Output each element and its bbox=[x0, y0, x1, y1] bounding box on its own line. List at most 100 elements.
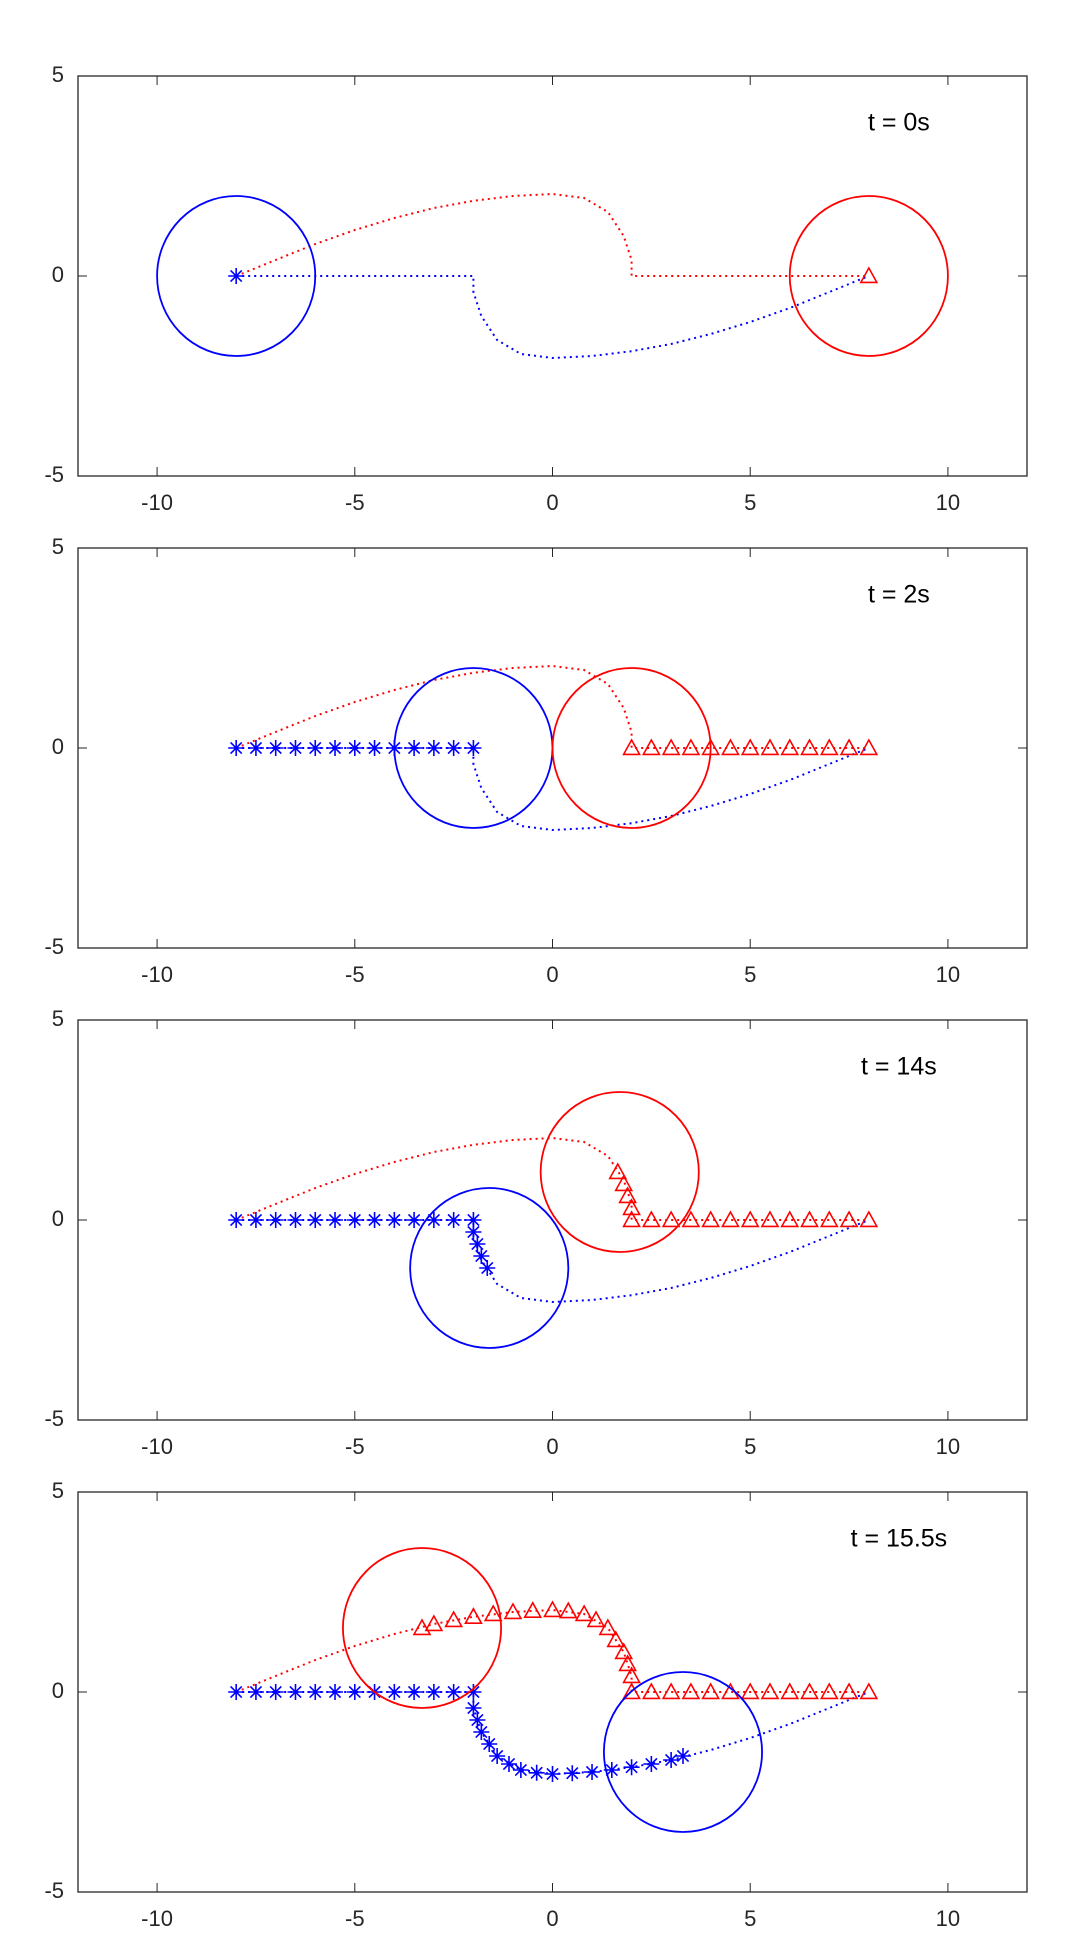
planned-path bbox=[235, 1136, 869, 1221]
triangle-marker bbox=[740, 1210, 760, 1228]
star-marker bbox=[307, 740, 324, 756]
subplot: -10 -5 0 5 10 -5 0 5 t = 14s bbox=[44, 1006, 1028, 1459]
y-tick-label: -5 bbox=[44, 1406, 64, 1431]
x-tick-label: -5 bbox=[345, 490, 365, 515]
safety-circle bbox=[156, 195, 317, 357]
star-marker bbox=[481, 1736, 498, 1752]
triangle-marker bbox=[618, 1186, 637, 1204]
time-annotation: t = 2s bbox=[868, 581, 930, 609]
star-marker bbox=[406, 740, 423, 756]
triangle-marker bbox=[859, 266, 879, 284]
x-tick-label: 10 bbox=[936, 490, 960, 515]
safety-circle bbox=[342, 1547, 502, 1709]
triangle-marker bbox=[681, 1682, 701, 1700]
star-marker bbox=[445, 740, 462, 756]
x-tick-label: 0 bbox=[546, 1434, 558, 1459]
star-marker bbox=[479, 1260, 496, 1276]
star-marker bbox=[228, 268, 245, 284]
star-marker bbox=[386, 1684, 403, 1700]
triangle-marker bbox=[661, 738, 681, 756]
time-annotation: t = 14s bbox=[861, 1053, 937, 1081]
triangle-marker bbox=[503, 1602, 523, 1620]
triangle-marker bbox=[574, 1604, 594, 1622]
triangle-marker bbox=[622, 738, 641, 756]
triangle-marker bbox=[444, 1610, 464, 1628]
triangle-marker bbox=[614, 1174, 634, 1192]
triangle-marker bbox=[839, 738, 859, 756]
triangle-marker bbox=[614, 1642, 634, 1660]
planned-path bbox=[235, 664, 869, 749]
star-marker bbox=[425, 1684, 442, 1700]
star-marker bbox=[247, 1684, 264, 1700]
star-marker bbox=[465, 1224, 482, 1240]
triangle-marker bbox=[701, 1682, 721, 1700]
triangle-marker bbox=[760, 1682, 780, 1700]
triangle-marker bbox=[721, 738, 740, 756]
star-marker bbox=[465, 740, 482, 756]
triangle-marker bbox=[800, 738, 819, 756]
safety-circle bbox=[539, 1091, 700, 1253]
star-marker bbox=[386, 1212, 403, 1228]
star-marker bbox=[473, 1248, 490, 1264]
star-marker bbox=[465, 1700, 482, 1716]
star-marker bbox=[544, 1766, 561, 1782]
star-marker bbox=[267, 740, 284, 756]
planned-path bbox=[235, 192, 869, 277]
star-marker bbox=[445, 1684, 462, 1700]
triangle-marker bbox=[800, 1682, 819, 1700]
triangle-marker bbox=[780, 1682, 800, 1700]
triangle-marker bbox=[523, 1601, 543, 1618]
y-tick-label: -5 bbox=[44, 462, 64, 487]
star-marker bbox=[327, 740, 344, 756]
triangle-marker bbox=[819, 738, 839, 756]
x-tick-label: -5 bbox=[345, 1906, 365, 1931]
triangle-marker bbox=[641, 1682, 661, 1700]
star-marker bbox=[327, 1684, 344, 1700]
triangle-marker bbox=[819, 1210, 839, 1228]
star-marker bbox=[406, 1684, 423, 1700]
star-marker bbox=[228, 1212, 245, 1228]
triangle-marker bbox=[819, 1682, 839, 1700]
y-tick-label: 5 bbox=[52, 1006, 64, 1031]
x-tick-label: 0 bbox=[546, 962, 558, 987]
x-tick-label: 10 bbox=[936, 1906, 960, 1931]
triangle-marker bbox=[622, 1666, 641, 1684]
triangle-marker bbox=[780, 738, 800, 756]
time-annotation: t = 0s bbox=[868, 109, 930, 137]
star-marker bbox=[425, 1212, 442, 1228]
subplot: -10 -5 0 5 10 -5 0 5 t = 0s bbox=[44, 62, 1028, 515]
triangle-marker bbox=[622, 1210, 641, 1228]
triangle-marker bbox=[800, 1210, 819, 1228]
triangle-marker bbox=[701, 1210, 721, 1228]
triangle-marker bbox=[740, 1682, 760, 1700]
x-tick-label: 5 bbox=[744, 1434, 756, 1459]
x-tick-label: -10 bbox=[141, 962, 173, 987]
star-marker bbox=[366, 740, 383, 756]
star-marker bbox=[623, 1759, 640, 1776]
safety-circle bbox=[603, 1671, 763, 1833]
star-marker bbox=[346, 1212, 363, 1228]
x-tick-label: 5 bbox=[744, 1906, 756, 1931]
star-marker bbox=[528, 1764, 545, 1781]
star-marker bbox=[512, 1762, 529, 1778]
star-marker bbox=[425, 740, 442, 756]
y-tick-label: 0 bbox=[52, 734, 64, 759]
triangle-marker bbox=[681, 738, 701, 756]
y-tick-label: 0 bbox=[52, 262, 64, 287]
star-marker bbox=[501, 1756, 518, 1772]
star-marker bbox=[489, 1748, 506, 1764]
triangle-marker bbox=[839, 1682, 859, 1700]
x-tick-label: -10 bbox=[141, 490, 173, 515]
safety-circle bbox=[409, 1187, 570, 1349]
star-marker bbox=[465, 1684, 482, 1700]
y-tick-label: 5 bbox=[52, 62, 64, 87]
star-marker bbox=[366, 1212, 383, 1228]
x-tick-label: 10 bbox=[936, 962, 960, 987]
triangle-marker bbox=[740, 738, 760, 756]
x-tick-label: -10 bbox=[141, 1906, 173, 1931]
triangle-marker bbox=[859, 1210, 879, 1228]
x-tick-label: 0 bbox=[546, 1906, 558, 1931]
triangle-marker bbox=[681, 1210, 701, 1228]
star-marker bbox=[307, 1684, 324, 1700]
star-marker bbox=[473, 1724, 490, 1740]
